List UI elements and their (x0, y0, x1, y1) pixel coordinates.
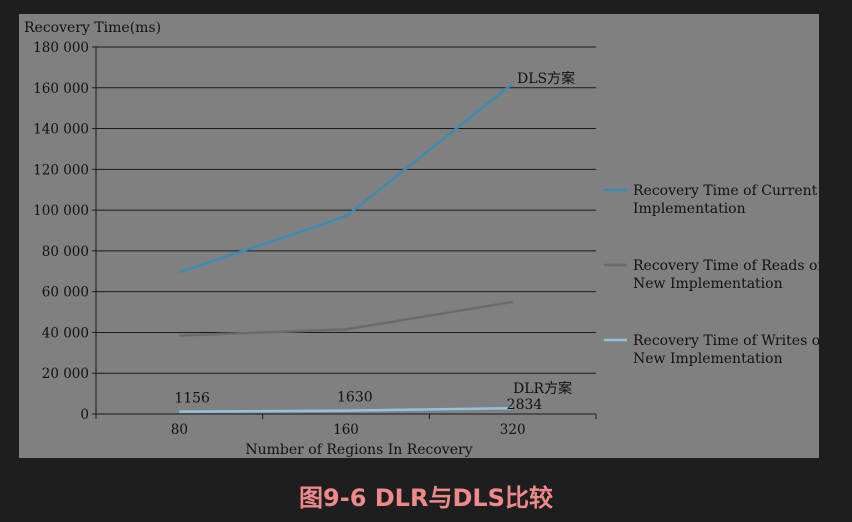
y-tick-label: 0 (80, 407, 89, 423)
figure-caption: 图9-6 DLR与DLS比较 (299, 484, 553, 512)
data-label: 2834 (507, 397, 543, 413)
series-line-1 (179, 300, 513, 337)
legend-label: Recovery Time of Current (633, 183, 818, 199)
y-tick-label: 20 000 (42, 366, 89, 382)
y-tick-label: 180 000 (33, 40, 89, 56)
y-tick-label: 80 000 (42, 244, 89, 260)
x-axis-title: Number of Regions In Recovery (245, 442, 472, 458)
x-tick-labels: 80 160 320 (171, 422, 526, 438)
y-tick-label: 40 000 (42, 325, 89, 341)
y-axis-title: Recovery Time(ms) (24, 20, 161, 36)
data-label: 1156 (174, 391, 210, 407)
gridlines (96, 46, 596, 374)
line-chart: Recovery Time(ms) Number of Regions In R… (24, 20, 819, 458)
y-tick-label: 120 000 (33, 162, 89, 178)
series-line-0 (178, 82, 514, 274)
legend-label: Recovery Time of Writes of (633, 333, 819, 349)
y-tick-label: 100 000 (33, 203, 89, 219)
chart-figure: Recovery Time(ms) Number of Regions In R… (19, 14, 819, 458)
x-tick-label: 160 (333, 422, 359, 438)
legend-label: New Implementation (633, 276, 783, 292)
annotation-dls: DLS方案 (517, 70, 575, 87)
y-tick-labels: 0 20 000 40 000 60 000 80 000 100 000 120 000 1… (33, 40, 89, 423)
y-tick-label: 160 000 (33, 81, 89, 97)
series-lines (178, 82, 514, 413)
y-tick-label: 60 000 (42, 285, 89, 301)
data-labels: 1156 1630 2834 (174, 390, 542, 414)
x-tick-label: 80 (171, 422, 188, 438)
legend: Recovery Time of Current Implementation Re… (604, 183, 819, 367)
data-label: 1630 (337, 390, 373, 406)
legend-label: Recovery Time of Reads of (633, 258, 819, 274)
x-tick-label: 320 (500, 422, 526, 438)
y-tick-label: 140 000 (33, 122, 89, 138)
axes (92, 46, 597, 419)
series-line-2 (179, 406, 513, 413)
legend-label: New Implementation (633, 351, 783, 367)
annotation-dlr: DLR方案 (513, 380, 572, 397)
legend-label: Implementation (633, 201, 746, 217)
